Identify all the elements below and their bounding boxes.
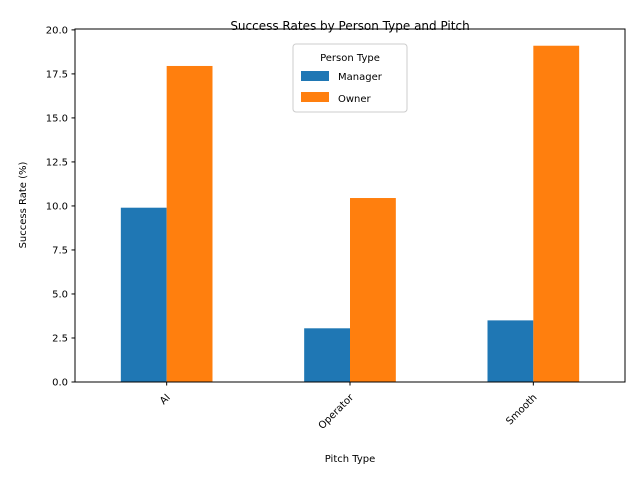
- y-tick-label: 12.5: [46, 157, 68, 168]
- legend-swatch-owner: [301, 92, 329, 102]
- y-tick-label: 0.0: [52, 378, 68, 389]
- legend: Person Type Manager Owner: [292, 43, 408, 113]
- bar-smooth-manager: [487, 320, 534, 382]
- y-tick-label: 17.5: [46, 69, 68, 80]
- legend-title: Person Type: [320, 53, 380, 64]
- y-tick-label: 7.5: [52, 245, 68, 256]
- bars-group: [120, 45, 580, 382]
- y-axis-ticks: 0.0 2.5 5.0 7.5 10.0 12.5 15.0 17.5 20.0: [46, 25, 75, 389]
- x-tick-label-operator: Operator: [317, 392, 357, 432]
- bar-ai-manager: [120, 207, 167, 382]
- bar-smooth-owner: [533, 45, 580, 382]
- bar-ai-owner: [166, 65, 213, 382]
- y-tick-label: 5.0: [52, 289, 68, 300]
- x-tick-label-smooth: Smooth: [504, 392, 539, 427]
- y-tick-label: 2.5: [52, 333, 68, 344]
- bar-operator-manager: [304, 328, 350, 382]
- legend-swatch-manager: [301, 71, 329, 81]
- x-tick-label-ai: AI: [158, 392, 173, 407]
- bar-operator-owner: [350, 198, 396, 382]
- y-axis-label: Success Rate (%): [18, 161, 29, 248]
- legend-label-owner: Owner: [338, 94, 372, 105]
- y-tick-label: 10.0: [46, 201, 68, 212]
- chart-title: Success Rates by Person Type and Pitch: [230, 19, 469, 33]
- y-tick-label: 20.0: [46, 25, 68, 36]
- plot-frame: [74, 28, 626, 383]
- legend-label-manager: Manager: [338, 72, 383, 83]
- x-axis-ticks: AI Operator Smooth: [158, 382, 539, 432]
- x-axis-label: Pitch Type: [325, 454, 376, 465]
- y-tick-label: 15.0: [46, 113, 68, 124]
